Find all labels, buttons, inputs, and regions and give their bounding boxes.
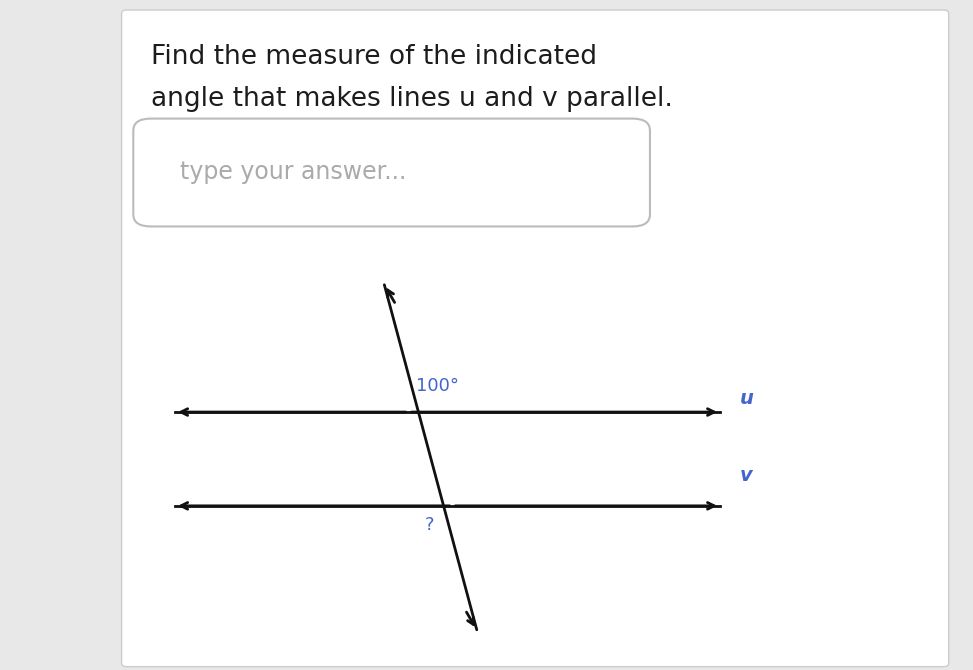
Text: Find the measure of the indicated: Find the measure of the indicated (151, 44, 596, 70)
Text: type your answer...: type your answer... (180, 160, 407, 184)
Text: ?: ? (425, 516, 435, 534)
Text: v: v (739, 466, 752, 485)
FancyBboxPatch shape (133, 119, 650, 226)
Text: 100°: 100° (416, 377, 459, 395)
Text: angle that makes lines u and v parallel.: angle that makes lines u and v parallel. (151, 86, 672, 112)
FancyBboxPatch shape (122, 10, 949, 667)
Text: u: u (739, 389, 753, 408)
